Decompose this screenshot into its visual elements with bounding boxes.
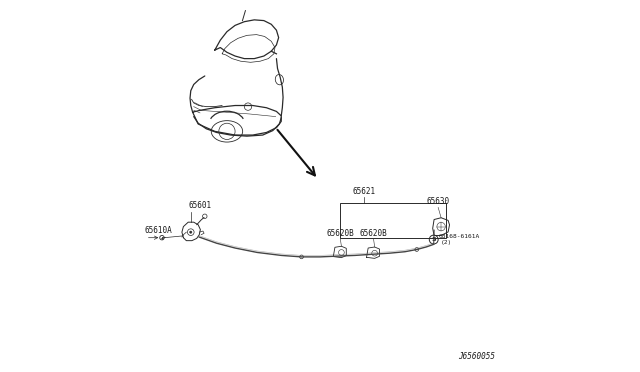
Text: 65620B: 65620B bbox=[360, 229, 387, 238]
Text: 65630: 65630 bbox=[427, 197, 450, 206]
Text: 08168-6161A: 08168-6161A bbox=[439, 234, 480, 240]
Text: 65601: 65601 bbox=[188, 201, 211, 210]
Text: 65610A: 65610A bbox=[145, 226, 172, 235]
Text: J6560055: J6560055 bbox=[458, 352, 495, 361]
Text: 65621: 65621 bbox=[353, 187, 376, 196]
Bar bbox=[340, 203, 445, 238]
Text: 65620B: 65620B bbox=[326, 229, 354, 238]
Text: (2): (2) bbox=[441, 240, 452, 245]
Circle shape bbox=[189, 231, 192, 233]
Text: S: S bbox=[431, 237, 436, 242]
